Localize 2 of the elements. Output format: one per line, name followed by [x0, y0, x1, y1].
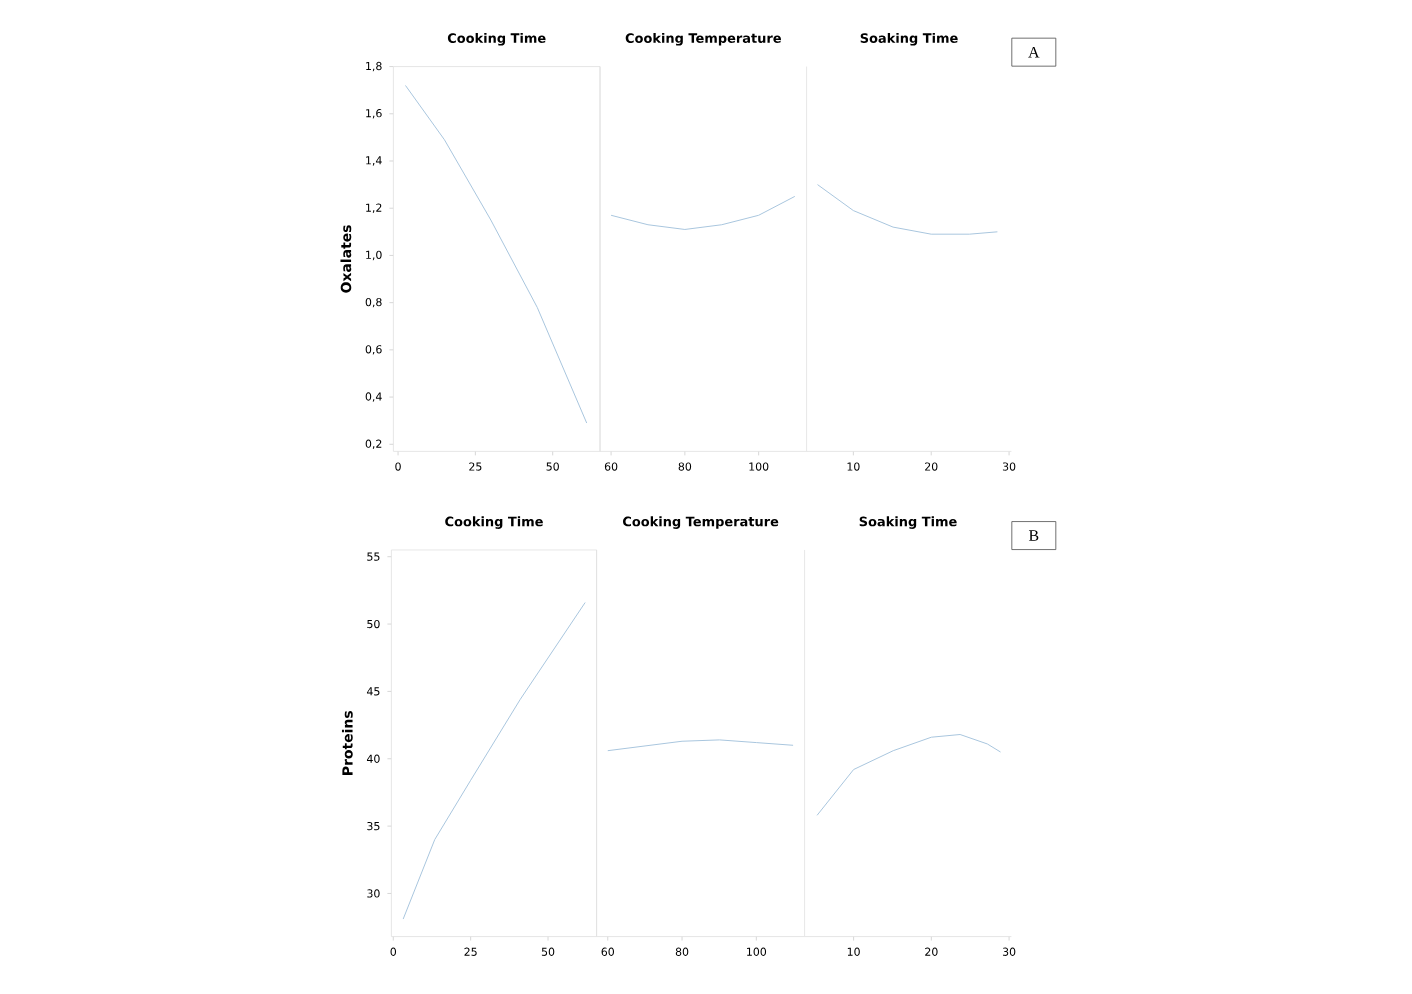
line-series: [404, 84, 588, 424]
line-series: [402, 602, 586, 920]
